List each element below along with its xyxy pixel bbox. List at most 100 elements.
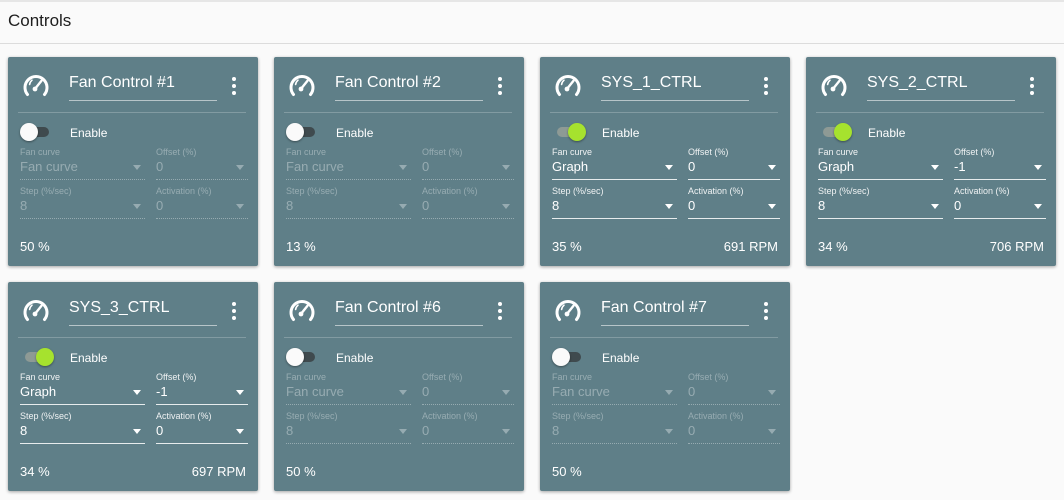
fan-curve-value: Graph (20, 384, 57, 399)
activation-select[interactable]: Activation (%) 0 (422, 186, 514, 219)
fan-speed-percent: 50 % (552, 464, 582, 479)
field-underline (286, 404, 411, 405)
fan-curve-select[interactable]: Fan curve Fan curve (286, 372, 411, 405)
dropdown-arrow-icon (236, 390, 244, 395)
activation-value: 0 (954, 198, 962, 213)
step-label: Step (%/sec) (20, 186, 72, 196)
dropdown-arrow-icon (502, 390, 510, 395)
more-vert-icon[interactable] (230, 77, 238, 95)
fan-speed-percent: 35 % (552, 239, 582, 254)
fan-curve-label: Fan curve (286, 372, 327, 382)
speedometer-icon (821, 75, 847, 96)
activation-label: Activation (%) (156, 186, 212, 196)
activation-select[interactable]: Activation (%) 0 (688, 411, 780, 444)
enable-toggle[interactable] (286, 348, 320, 366)
step-select[interactable]: Step (%/sec) 8 (552, 186, 677, 219)
activation-select[interactable]: Activation (%) 0 (688, 186, 780, 219)
step-label: Step (%/sec) (20, 411, 72, 421)
step-select[interactable]: Step (%/sec) 8 (818, 186, 943, 219)
field-underline (688, 218, 780, 219)
toggle-thumb (568, 123, 586, 141)
dropdown-arrow-icon (1034, 165, 1042, 170)
enable-toggle[interactable] (552, 123, 586, 141)
activation-select[interactable]: Activation (%) 0 (954, 186, 1046, 219)
fan-curve-select[interactable]: Fan curve Graph (552, 147, 677, 180)
more-vert-icon[interactable] (496, 302, 504, 320)
more-vert-icon[interactable] (1028, 77, 1036, 95)
card-title: SYS_1_CTRL (601, 74, 702, 91)
card-divider (18, 112, 246, 113)
offset-label: Offset (%) (422, 372, 463, 382)
offset-value: 0 (422, 384, 430, 399)
card-title-field[interactable]: Fan Control #2 (335, 74, 483, 101)
fan-control-card: SYS_1_CTRL Enable Fan curve Graph Offset… (540, 57, 790, 266)
field-underline (688, 443, 780, 444)
enable-toggle[interactable] (818, 123, 852, 141)
offset-select[interactable]: Offset (%) 0 (422, 372, 514, 405)
dropdown-arrow-icon (133, 204, 141, 209)
card-title-field[interactable]: SYS_3_CTRL (69, 299, 217, 326)
more-vert-icon[interactable] (496, 77, 504, 95)
more-vert-icon[interactable] (762, 302, 770, 320)
dropdown-arrow-icon (768, 390, 776, 395)
enable-label: Enable (70, 351, 108, 365)
fan-curve-value: Fan curve (286, 384, 344, 399)
offset-select[interactable]: Offset (%) 0 (688, 372, 780, 405)
offset-label: Offset (%) (688, 147, 729, 157)
offset-select[interactable]: Offset (%) 0 (156, 147, 248, 180)
fan-control-card: SYS_3_CTRL Enable Fan curve Graph Offset… (8, 282, 258, 491)
activation-value: 0 (422, 198, 430, 213)
more-vert-icon[interactable] (230, 302, 238, 320)
activation-select[interactable]: Activation (%) 0 (422, 411, 514, 444)
offset-label: Offset (%) (688, 372, 729, 382)
card-title-field[interactable]: SYS_1_CTRL (601, 74, 749, 101)
offset-select[interactable]: Offset (%) 0 (422, 147, 514, 180)
enable-toggle[interactable] (20, 123, 54, 141)
field-underline (20, 179, 145, 180)
page-header: Controls (0, 2, 1064, 44)
fan-curve-value: Fan curve (20, 159, 78, 174)
dropdown-arrow-icon (665, 204, 673, 209)
fan-rpm: 691 RPM (723, 239, 778, 254)
card-title-field[interactable]: Fan Control #7 (601, 299, 749, 326)
step-label: Step (%/sec) (286, 411, 338, 421)
fan-curve-select[interactable]: Fan curve Fan curve (552, 372, 677, 405)
field-underline (20, 443, 145, 444)
offset-select[interactable]: Offset (%) -1 (156, 372, 248, 405)
fan-curve-select[interactable]: Fan curve Fan curve (286, 147, 411, 180)
step-select[interactable]: Step (%/sec) 8 (20, 186, 145, 219)
toggle-thumb (552, 348, 570, 366)
card-title-field[interactable]: SYS_2_CTRL (867, 74, 1015, 101)
activation-select[interactable]: Activation (%) 0 (156, 186, 248, 219)
dropdown-arrow-icon (1034, 204, 1042, 209)
field-underline (552, 218, 677, 219)
step-select[interactable]: Step (%/sec) 8 (286, 186, 411, 219)
activation-select[interactable]: Activation (%) 0 (156, 411, 248, 444)
offset-select[interactable]: Offset (%) 0 (688, 147, 780, 180)
enable-toggle[interactable] (286, 123, 320, 141)
enable-toggle[interactable] (552, 348, 586, 366)
enable-label: Enable (602, 351, 640, 365)
dropdown-arrow-icon (768, 429, 776, 434)
dropdown-arrow-icon (399, 390, 407, 395)
step-select[interactable]: Step (%/sec) 8 (20, 411, 145, 444)
fan-curve-select[interactable]: Fan curve Fan curve (20, 147, 145, 180)
field-underline (954, 179, 1046, 180)
step-select[interactable]: Step (%/sec) 8 (552, 411, 677, 444)
card-title-field[interactable]: Fan Control #1 (69, 74, 217, 101)
dropdown-arrow-icon (133, 390, 141, 395)
card-title-field[interactable]: Fan Control #6 (335, 299, 483, 326)
fan-curve-select[interactable]: Fan curve Graph (20, 372, 145, 405)
fan-control-card: Fan Control #7 Enable Fan curve Fan curv… (540, 282, 790, 491)
activation-value: 0 (156, 423, 164, 438)
field-underline (286, 218, 411, 219)
offset-select[interactable]: Offset (%) -1 (954, 147, 1046, 180)
enable-toggle[interactable] (20, 348, 54, 366)
activation-label: Activation (%) (422, 411, 478, 421)
fan-curve-select[interactable]: Fan curve Graph (818, 147, 943, 180)
activation-label: Activation (%) (954, 186, 1010, 196)
step-select[interactable]: Step (%/sec) 8 (286, 411, 411, 444)
dropdown-arrow-icon (768, 204, 776, 209)
offset-value: 0 (422, 159, 430, 174)
more-vert-icon[interactable] (762, 77, 770, 95)
